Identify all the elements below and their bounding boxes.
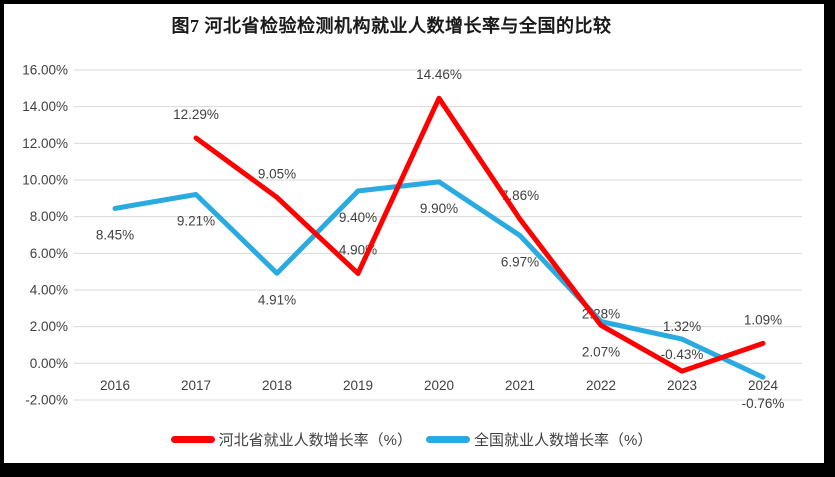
data-label-hebei: 14.46% xyxy=(416,67,462,82)
frame-top-edge xyxy=(0,0,835,4)
y-tick-label: 8.00% xyxy=(30,209,68,224)
x-tick-label: 2019 xyxy=(343,378,373,393)
y-tick-label: 2.00% xyxy=(30,319,68,334)
x-tick-label: 2024 xyxy=(748,378,779,393)
data-label-national: 6.97% xyxy=(501,255,539,270)
data-label-national: 9.40% xyxy=(339,210,377,225)
x-tick-label: 2016 xyxy=(100,378,130,393)
frame-bottom-edge xyxy=(0,463,835,477)
legend-item-national: 全国就业人数增长率（%） xyxy=(426,429,652,450)
frame-left-edge xyxy=(0,0,4,477)
data-label-national: 4.91% xyxy=(258,292,296,307)
frame-right-edge xyxy=(824,0,835,477)
y-tick-label: 10.00% xyxy=(22,173,68,188)
data-label-national: 9.21% xyxy=(177,213,215,228)
data-label-national: 1.32% xyxy=(663,319,701,334)
x-tick-label: 2023 xyxy=(667,378,697,393)
legend-label-hebei: 河北省就业人数增长率（%） xyxy=(218,432,412,449)
x-tick-label: 2018 xyxy=(262,378,292,393)
data-label-national: 9.90% xyxy=(420,201,458,216)
legend-swatch-national xyxy=(426,436,470,443)
data-label-hebei: 9.05% xyxy=(258,166,296,181)
y-tick-label: -2.00% xyxy=(25,392,68,407)
y-tick-label: 6.00% xyxy=(30,246,68,261)
data-label-hebei: 12.29% xyxy=(173,107,219,122)
data-label-hebei: 7.86% xyxy=(501,188,539,203)
y-tick-label: 0.00% xyxy=(30,356,68,371)
x-tick-label: 2020 xyxy=(424,378,454,393)
legend-swatch-hebei xyxy=(170,436,215,443)
data-label-national: 8.45% xyxy=(96,227,134,242)
legend-item-hebei: 河北省就业人数增长率（%） xyxy=(170,429,412,450)
y-tick-label: 12.00% xyxy=(22,136,68,151)
series-line-national xyxy=(112,179,766,380)
data-label-hebei: 1.09% xyxy=(744,312,782,327)
legend-label-national: 全国就业人数增长率（%） xyxy=(474,432,653,449)
x-tick-label: 2022 xyxy=(586,378,616,393)
chart-legend: 河北省就业人数增长率（%） 全国就业人数增长率（%） xyxy=(0,429,829,450)
y-tick-label: 16.00% xyxy=(22,63,68,78)
y-tick-label: 4.00% xyxy=(30,282,68,297)
data-label-national: -0.76% xyxy=(742,396,785,411)
data-label-hebei: 2.07% xyxy=(582,344,620,359)
x-tick-label: 2017 xyxy=(181,378,211,393)
data-label-hebei: -0.43% xyxy=(661,347,704,362)
chart-title: 图7 河北省检验检测机构就业人数增长率与全国的比较 xyxy=(171,16,612,36)
y-tick-label: 14.00% xyxy=(22,99,68,114)
x-tick-label: 2021 xyxy=(505,378,535,393)
series-line-hebei xyxy=(193,95,766,374)
